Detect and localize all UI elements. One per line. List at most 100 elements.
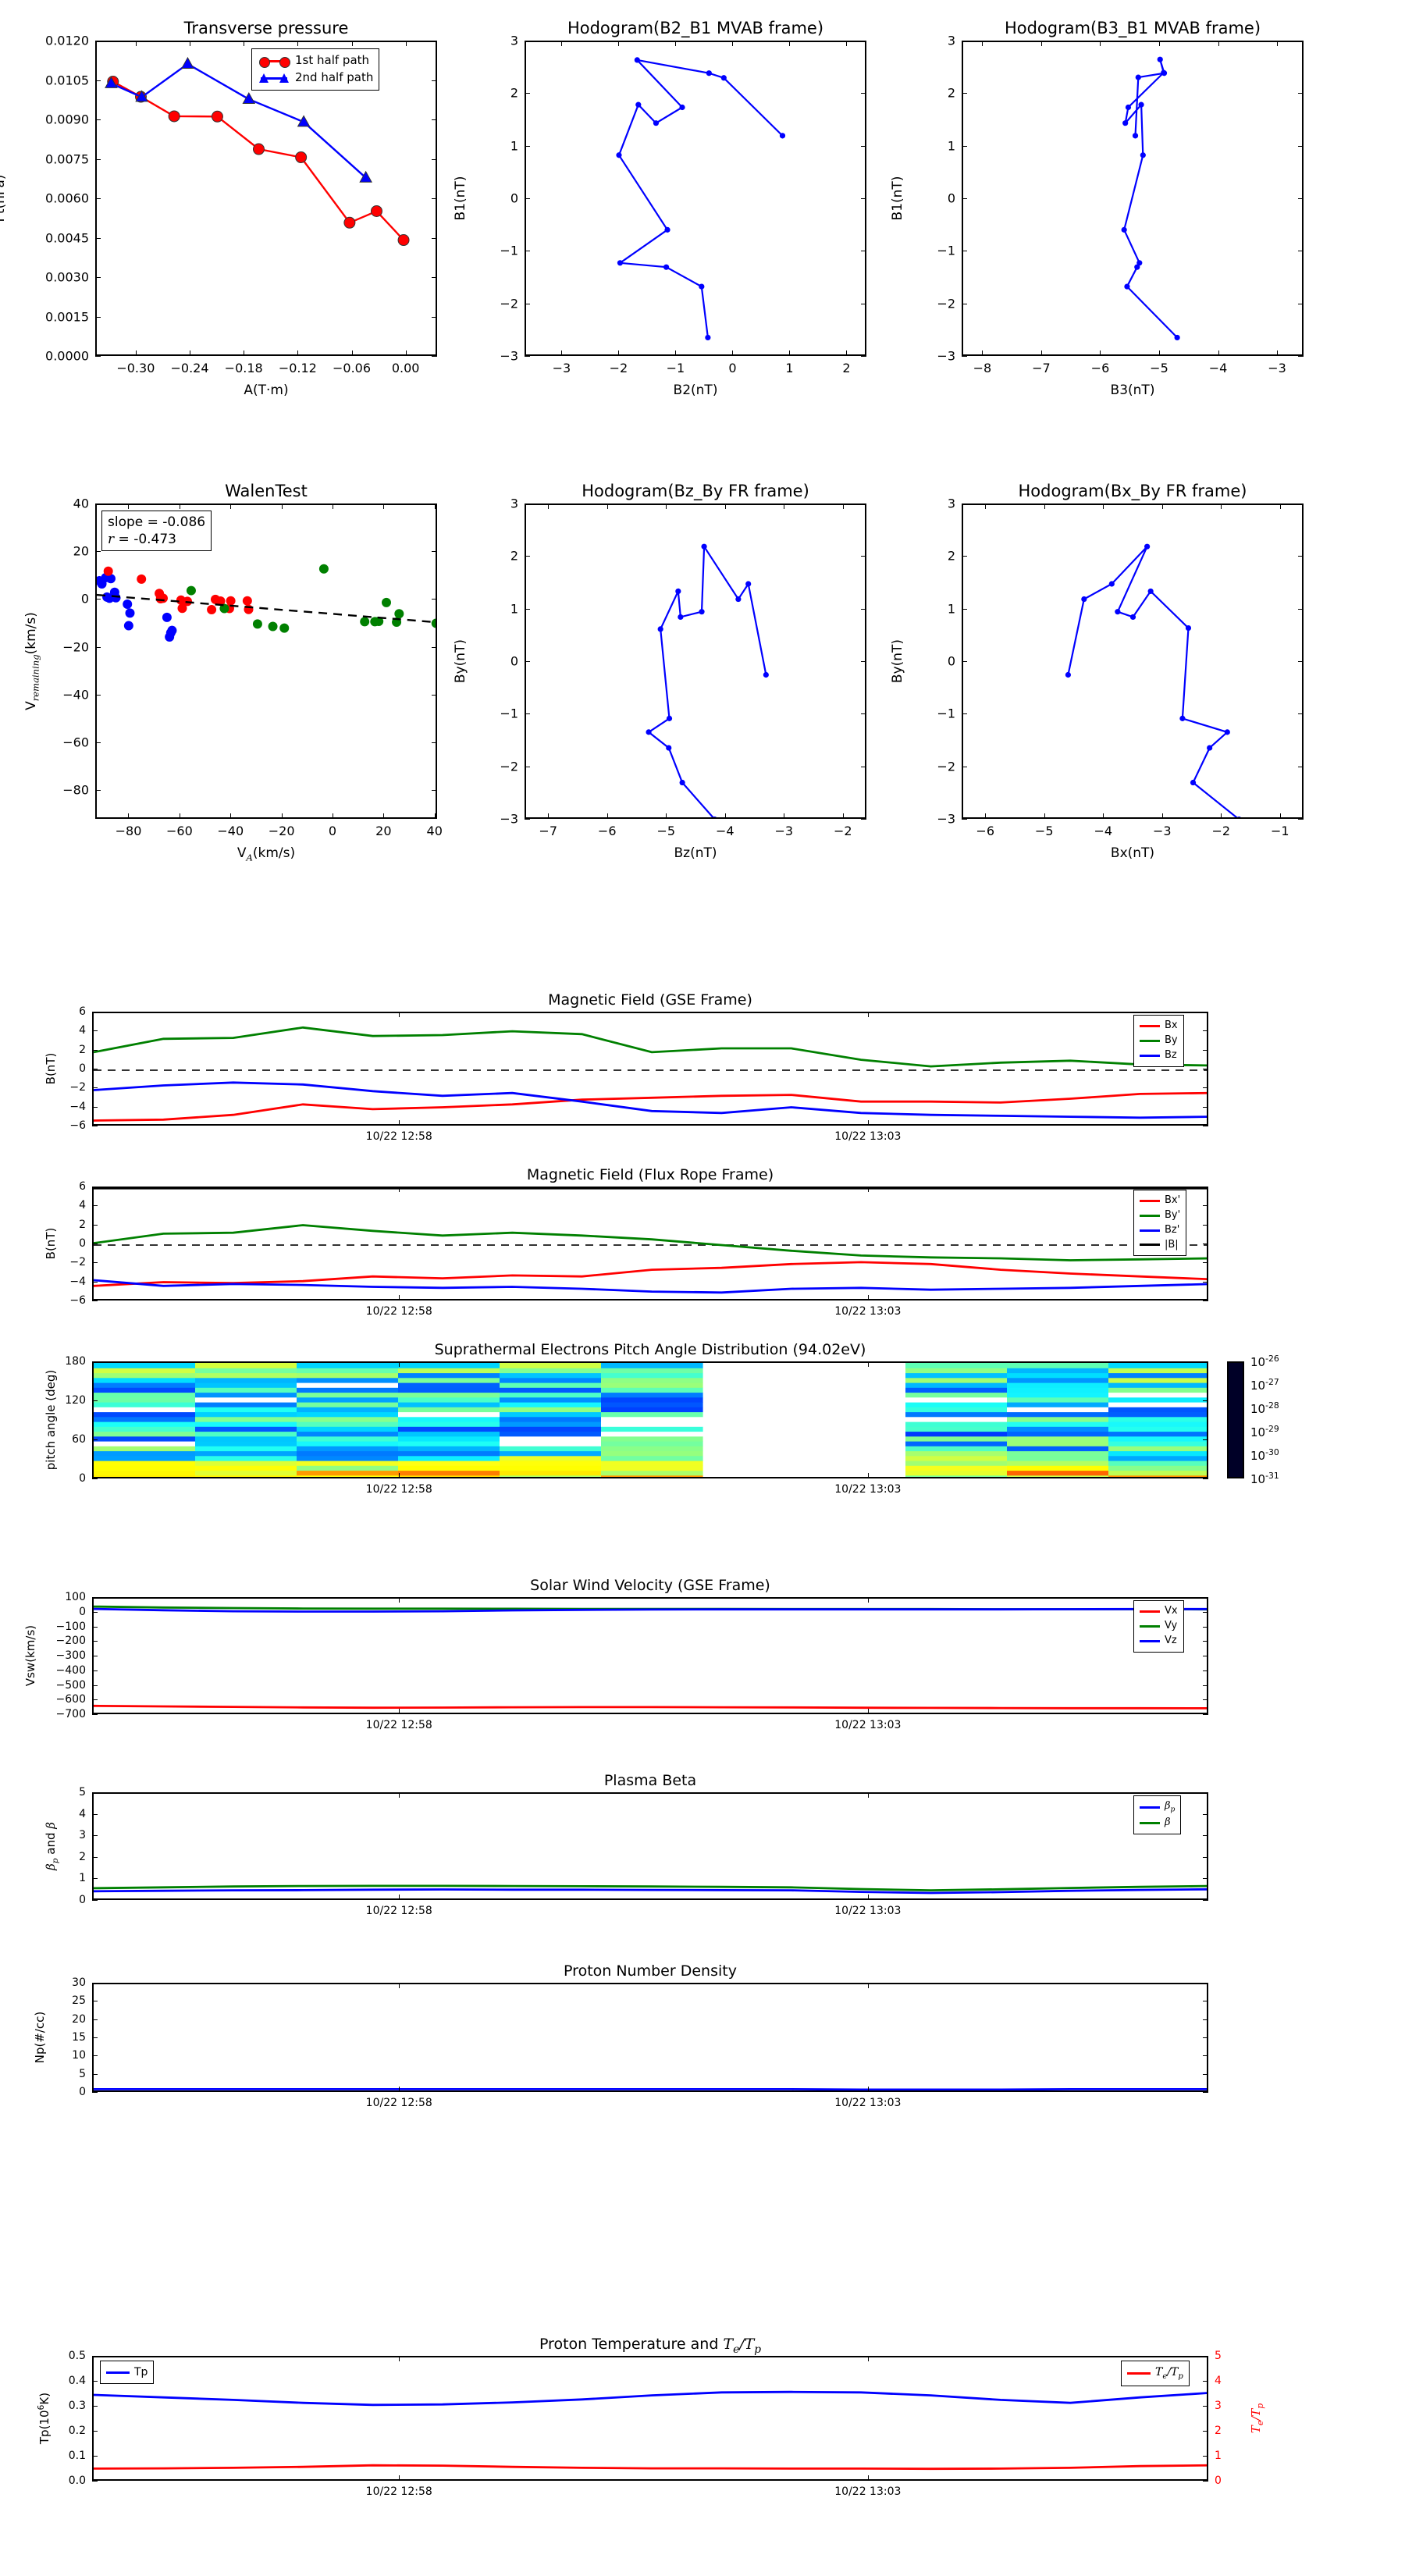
legend-label: Vy bbox=[1165, 1619, 1178, 1631]
pitch-angle-cell bbox=[297, 1363, 399, 1368]
plasma-beta-title: Plasma Beta bbox=[603, 1772, 697, 1789]
pitch-angle-xtickmark bbox=[867, 1361, 869, 1367]
hodogram-b2b1-data-point bbox=[679, 104, 685, 111]
proton-density-ytickmark bbox=[1203, 2019, 1208, 2020]
pitch-angle-cell bbox=[1007, 1411, 1109, 1418]
legend-item: Vy bbox=[1140, 1619, 1178, 1634]
hodogram-bzby-xticklabel: −6 bbox=[597, 824, 617, 838]
walen-test-point-green bbox=[252, 619, 262, 629]
pitch-angle-cell bbox=[195, 1421, 297, 1427]
transverse-pressure-marker bbox=[181, 56, 194, 69]
walen-slope-text: slope = -0.086 bbox=[108, 514, 206, 530]
legend-swatch bbox=[1140, 1199, 1160, 1202]
pitch-angle-cell bbox=[195, 1436, 297, 1442]
legend-swatch bbox=[1140, 1214, 1160, 1217]
magnetic-field-gse-ytickmark bbox=[92, 1087, 98, 1089]
transverse-pressure-ytickmark bbox=[95, 277, 101, 278]
pitch-angle-cell bbox=[1007, 1455, 1109, 1461]
walen-test-xtickmark bbox=[434, 813, 436, 819]
hodogram-b2b1-data-point bbox=[699, 283, 705, 290]
pitch-angle-cell bbox=[195, 1455, 297, 1461]
legend-label: βp bbox=[1165, 1800, 1176, 1814]
solar-wind-velocity-yticklabel: 100 bbox=[65, 1591, 86, 1603]
pitch-angle-cell bbox=[905, 1416, 1008, 1422]
walen-annotation: slope = -0.086 r = -0.473 bbox=[101, 511, 212, 552]
hodogram-bxby-xticklabel: −3 bbox=[1152, 824, 1172, 838]
hodogram-b2b1-xticklabel: 2 bbox=[842, 361, 851, 375]
pitch-angle-cell bbox=[297, 1455, 399, 1461]
walen-test-xtickmark bbox=[230, 813, 232, 819]
pitch-angle-cell bbox=[905, 1421, 1008, 1427]
plasma-beta-ytickmark bbox=[1203, 1813, 1208, 1815]
hodogram-bxby-trace bbox=[1067, 546, 1238, 817]
proton-density-ytickmark bbox=[1203, 2037, 1208, 2038]
hodogram-bzby-xticklabel: −7 bbox=[539, 824, 557, 838]
walen-test-point-green bbox=[374, 617, 384, 627]
magnetic-field-fr-xtickmark bbox=[867, 1187, 869, 1192]
hodogram-bzby-xtickmark bbox=[548, 503, 550, 509]
hodogram-bzby-ytickmark bbox=[525, 713, 530, 715]
transverse-pressure-ytickmark bbox=[95, 119, 101, 120]
pitch-angle-cell bbox=[1007, 1377, 1109, 1383]
plasma-beta-xtickmark bbox=[867, 1792, 869, 1798]
solar-wind-velocity-xtickmark bbox=[399, 1709, 400, 1714]
walen-test-point-green bbox=[219, 603, 229, 614]
legend-item: Vz bbox=[1140, 1634, 1178, 1649]
walen-test-point-blue bbox=[162, 612, 172, 622]
hodogram-b3b1-data-point bbox=[1121, 226, 1127, 233]
plasma-beta-ytickmark bbox=[1203, 1856, 1208, 1858]
proton-temperature-yticklabel-right: 0 bbox=[1215, 2475, 1222, 2487]
pitch-angle-cell bbox=[94, 1455, 196, 1461]
pitch-angle-cell bbox=[1007, 1461, 1109, 1466]
pitch-angle-cell bbox=[398, 1436, 500, 1442]
legend-swatch bbox=[1140, 1229, 1160, 1232]
hodogram-bzby-data-point bbox=[678, 614, 684, 621]
legend-label: Bx bbox=[1165, 1019, 1178, 1031]
proton-temperature-yticklabel-right: 4 bbox=[1215, 2375, 1222, 2387]
solar-wind-velocity-series-Vz bbox=[94, 1607, 1207, 1613]
hodogram-bxby-data-point bbox=[1144, 543, 1151, 550]
pitch-angle-cell bbox=[398, 1363, 500, 1368]
proton-density-yticklabel: 20 bbox=[72, 2012, 86, 2026]
hodogram-bxby-xtickmark bbox=[1221, 503, 1222, 509]
hodogram-bzby-ytickmark bbox=[861, 661, 866, 662]
hodogram-bzby-title: Hodogram(Bz_By FR frame) bbox=[582, 482, 809, 500]
solar-wind-velocity-ylabel: Vsw(km/s) bbox=[23, 1624, 37, 1687]
magnetic-field-gse-series-Bx bbox=[94, 1091, 1207, 1122]
hodogram-bxby-ytickmark bbox=[962, 713, 967, 715]
pitch-angle-cell bbox=[195, 1465, 297, 1471]
hodogram-bxby-xtickmark bbox=[1044, 503, 1045, 509]
pitch-angle-cell bbox=[297, 1402, 399, 1407]
pitch-angle-cell bbox=[905, 1461, 1008, 1466]
hodogram-b2b1-xticklabel: −1 bbox=[666, 361, 685, 375]
proton-density-ytickmark bbox=[92, 2019, 98, 2020]
hodogram-b2b1-xtickmark bbox=[561, 41, 563, 46]
hodogram-bxby-ytickmark bbox=[1298, 713, 1304, 715]
hodogram-bxby-yticklabel: −2 bbox=[937, 759, 955, 774]
plasma-beta-xtickmark bbox=[867, 1895, 869, 1900]
transverse-pressure-xtickmark bbox=[297, 350, 299, 356]
pitch-angle-cell bbox=[601, 1377, 703, 1383]
solar-wind-velocity-yticklabel: −200 bbox=[55, 1635, 86, 1648]
pitch-angle-cell bbox=[905, 1426, 1008, 1432]
proton-density-ytickmark bbox=[1203, 2092, 1208, 2093]
magnetic-field-fr-ytickmark bbox=[92, 1205, 98, 1207]
hodogram-b2b1-xlabel: B2(nT) bbox=[673, 382, 718, 398]
pitch-angle-cell bbox=[905, 1465, 1008, 1471]
hodogram-b2b1-yticklabel: −3 bbox=[500, 348, 518, 364]
pitch-angle-cell bbox=[500, 1455, 602, 1461]
plasma-beta-xticklabel: 10/22 13:03 bbox=[834, 1905, 902, 1917]
hodogram-bxby-ytickmark bbox=[962, 608, 967, 610]
pitch-angle-cell bbox=[601, 1416, 703, 1422]
hodogram-bzby-data-point bbox=[675, 588, 681, 595]
hodogram-bzby-xtickmark bbox=[724, 813, 726, 819]
transverse-pressure-ytickmark bbox=[432, 316, 437, 318]
magnetic-field-gse-yticklabel: −2 bbox=[69, 1081, 86, 1094]
walen-test-xtickmark bbox=[281, 503, 283, 509]
transverse-pressure-yticklabel: 0.0075 bbox=[45, 151, 89, 166]
pitch-angle-cell bbox=[1007, 1450, 1109, 1457]
transverse-pressure-xtickmark bbox=[297, 41, 299, 46]
hodogram-bxby-xtickmark bbox=[1103, 813, 1104, 819]
pitch-angle-cell bbox=[1007, 1416, 1109, 1422]
pitch-angle-cell bbox=[601, 1407, 703, 1413]
